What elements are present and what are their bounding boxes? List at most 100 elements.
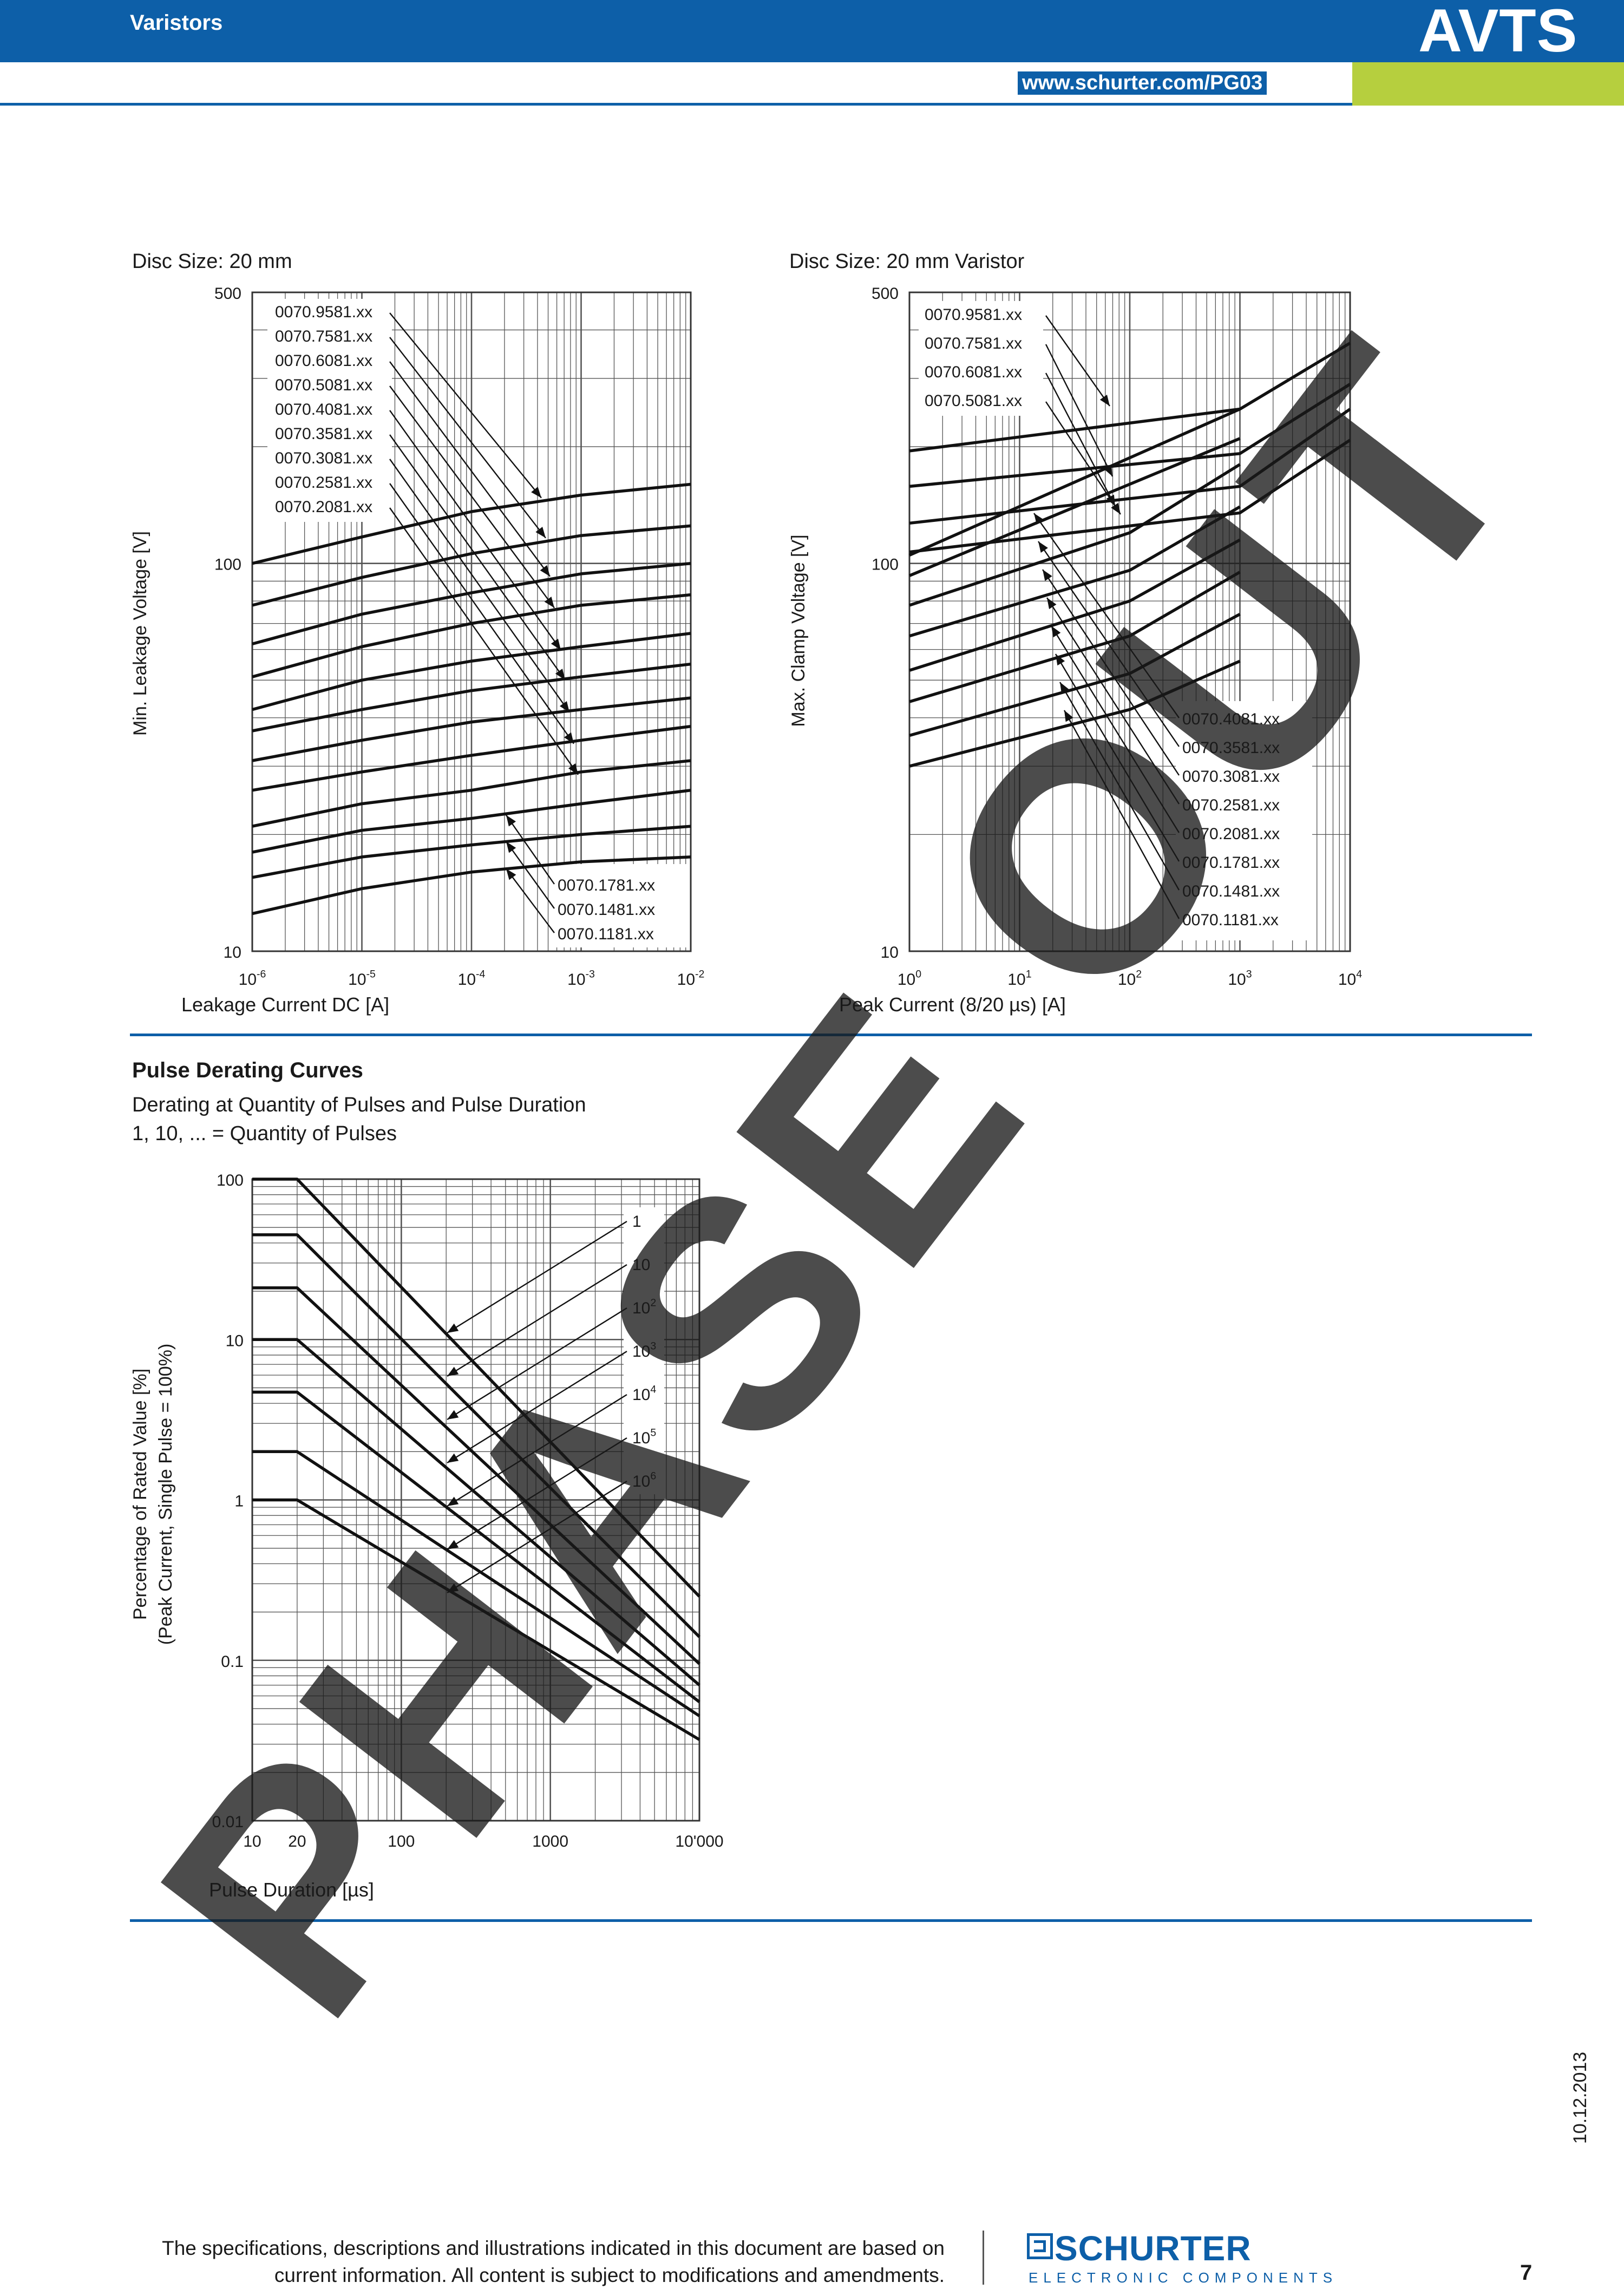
clamp-series-line [909, 383, 1351, 488]
leak-label-arrow-head [568, 763, 578, 775]
footer-disclaimer-line-1: The specifications, descriptions and ill… [162, 2237, 945, 2259]
leak-label-bg [267, 299, 392, 522]
leak-label-bg-2 [551, 864, 687, 947]
clamp-label-arrow [1033, 513, 1180, 718]
derate-label-arrow-head [447, 1496, 459, 1506]
leak-series-label: 0070.3581.xx [275, 425, 372, 443]
leak-series-label: 0070.5081.xx [275, 376, 372, 394]
leak-label-arrow [389, 385, 555, 609]
clamp-series-label: 0070.1481.xx [1182, 882, 1280, 900]
derate-label-arrow [447, 1394, 627, 1507]
leak-series-line [252, 524, 691, 607]
leak-plot-frame [251, 291, 692, 952]
header-underline [0, 103, 1352, 106]
clamp-label-arrow-head [1043, 570, 1052, 581]
footer-divider [983, 2231, 984, 2285]
leak-series-label: 0070.2581.xx [275, 474, 372, 492]
derate-label-arrow [447, 1437, 627, 1551]
derate-x-tick-label: 10 [243, 1833, 261, 1850]
derate-x-tick-label: 20 [288, 1833, 306, 1850]
derate-label-bg [624, 1207, 664, 1494]
leak-label-arrow [506, 814, 555, 885]
derate-series-line [252, 1498, 700, 1741]
derate-label-arrow [447, 1307, 627, 1421]
clamp-y-tick-label: 10 [881, 944, 899, 962]
clamp-label-arrow [1042, 569, 1180, 776]
leak-label-arrow [506, 868, 555, 933]
clamp-label-arrow-head [1038, 541, 1048, 553]
leak-series-label: 0070.2081.xx [275, 498, 372, 516]
leak-label-arrow-head [564, 732, 574, 744]
leak-series-line [252, 632, 691, 711]
clamp-series-label: 0070.3081.xx [1182, 768, 1280, 786]
leak-series-line [252, 788, 691, 854]
clamp-series-label: 0070.2581.xx [1182, 796, 1280, 814]
leak-label-arrow-head [535, 526, 546, 538]
derate-label-arrow-head [447, 1453, 459, 1463]
clamp-series-line [909, 538, 1241, 672]
clamp-label-arrow [1055, 653, 1180, 862]
header-bar [0, 0, 1352, 62]
leak-label-arrow [389, 434, 566, 681]
schurter-logo: SCHURTER [1055, 2229, 1252, 2268]
clamp-x-tick-label: 100 [898, 969, 921, 989]
clamp-x-tick-label: 104 [1338, 969, 1362, 989]
derate-series-line [252, 1450, 700, 1717]
clamp-y-tick-label: 500 [872, 285, 899, 303]
leak-series-line [252, 825, 691, 879]
clamp-series-line [909, 659, 1241, 768]
clamp-label-arrow-head [1099, 395, 1110, 406]
clamp-label-arrow [1045, 315, 1110, 407]
leak-x-tick-label: 10-4 [458, 969, 486, 989]
leak-x-tick-label: 10-3 [567, 969, 595, 989]
leak-x-tick-label: 10-6 [239, 969, 266, 989]
derate-label-arrow [447, 1264, 627, 1377]
leak-series-line [252, 759, 691, 828]
derating-subtitle-2: 1, 10, ... = Quantity of Pulses [132, 1122, 397, 1145]
clamp-label-arrow-head [1056, 654, 1065, 666]
clamp-series-label: 0070.7581.xx [925, 335, 1022, 352]
derating-subtitle-1: Derating at Quantity of Pulses and Pulse… [132, 1094, 586, 1116]
clamp-x-axis-label: Peak Current (8/20 µs) [A] [839, 993, 1066, 1016]
header-url-link[interactable]: www.schurter.com/PG03 [1018, 71, 1267, 95]
leak-label-arrow [389, 361, 551, 577]
clamp-series-line [909, 612, 1241, 737]
clamp-series-line [909, 505, 1241, 638]
clamp-label-bg-2 [1176, 701, 1312, 940]
derate-x-axis-label: Pulse Duration [µs] [209, 1879, 374, 1901]
clamp-label-arrow [1045, 344, 1114, 477]
header-accent-block [1352, 62, 1624, 106]
derate-series-label: 103 [632, 1340, 656, 1361]
clamp-label-arrow [1059, 682, 1180, 891]
derate-label-arrow-head [447, 1583, 459, 1593]
leak-y-tick-label: 10 [224, 944, 241, 962]
derate-series-label: 10 [632, 1256, 650, 1274]
derate-series-line [252, 1390, 700, 1703]
leak-label-arrow [506, 841, 555, 909]
leak-series-line [252, 724, 691, 792]
leak-series-label: 0070.1481.xx [558, 901, 655, 919]
leak-label-arrow [389, 459, 570, 713]
leak-label-arrow [389, 337, 546, 539]
header-category: Varistors [130, 11, 223, 35]
clamp-series-label: 0070.4081.xx [1182, 710, 1280, 728]
leak-label-arrow [389, 312, 542, 499]
clamp-x-tick-label: 101 [1007, 969, 1031, 989]
clamp-series-line [909, 571, 1241, 703]
derate-series-line [252, 1286, 700, 1665]
clamp-label-arrow-head [1111, 502, 1121, 514]
clamp-label-arrow-head [1034, 513, 1044, 525]
leak-series-label: 0070.7581.xx [275, 328, 372, 345]
derate-series-label: 106 [632, 1470, 656, 1491]
clamp-label-arrow [1050, 625, 1180, 833]
leak-x-tick-label: 10-5 [348, 969, 376, 989]
leak-label-arrow-head [531, 487, 541, 498]
leak-label-arrow [389, 410, 561, 651]
leak-series-label: 0070.9581.xx [275, 303, 372, 321]
derate-x-tick-label: 1000 [532, 1833, 568, 1850]
footer-disclaimer-line-2: current information. All content is subj… [274, 2264, 945, 2286]
leak-x-tick-label: 10-2 [677, 969, 705, 989]
derate-label-arrow [447, 1220, 627, 1334]
schurter-logo-icon [1027, 2233, 1053, 2259]
